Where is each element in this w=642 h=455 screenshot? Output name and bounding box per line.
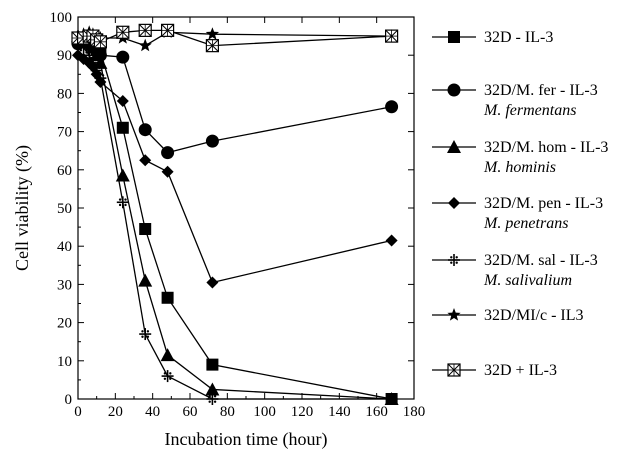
data-point [385, 393, 398, 405]
series-layer [71, 23, 399, 405]
legend-label: 32D/M. sal - IL-3 [484, 252, 598, 269]
data-point [205, 382, 220, 396]
legend-sublabel: M. hominis [483, 159, 556, 176]
data-point [138, 38, 152, 52]
x-tick-label: 0 [74, 404, 82, 420]
data-point [116, 50, 130, 64]
legend-item-7: 32D + IL-3 [432, 362, 557, 379]
x-tick-label: 120 [291, 404, 314, 420]
legend-marker [447, 363, 461, 377]
x-tick-label: 60 [183, 404, 198, 420]
legend-sublabel: M. fermentans [483, 102, 576, 119]
legend-item-3: 32D/M. hom - IL-3 M. hominis [432, 139, 608, 176]
data-point [90, 64, 103, 77]
legend-marker [447, 308, 461, 321]
legend-marker [448, 197, 460, 209]
data-point [161, 146, 175, 160]
legend-item-5: 32D/M. sal - IL-3 M. salivalium [432, 252, 598, 289]
data-point [93, 35, 108, 49]
data-point [115, 168, 130, 182]
data-point [116, 121, 129, 134]
y-tick-label: 40 [57, 239, 72, 255]
y-tick-label: 50 [57, 201, 72, 217]
legend-sublabel: M. penetrans [483, 215, 568, 232]
legend-item-6: 32D/MI/c - IL3 [432, 307, 584, 324]
data-point [116, 25, 130, 39]
data-point [83, 49, 96, 62]
y-axis-title: Cell viability (%) [12, 145, 33, 271]
y-tick-label: 60 [57, 163, 72, 179]
data-point [94, 72, 107, 85]
data-point [116, 196, 129, 209]
series-4 [72, 49, 398, 289]
y-tick-label: 80 [57, 86, 72, 102]
data-point [139, 328, 152, 341]
data-point [205, 27, 220, 40]
y-tick-label: 0 [65, 392, 73, 408]
series-3 [71, 29, 399, 405]
data-point [385, 234, 398, 247]
data-point [161, 165, 174, 178]
legend: 32D - IL-3 32D/M. fer - IL-3 M. fermentans… [432, 29, 608, 379]
data-point [205, 134, 219, 148]
data-point [161, 291, 174, 304]
x-axis-title: Incubation time (hour) [165, 429, 328, 450]
legend-item-2: 32D/M. fer - IL-3 M. fermentans [432, 82, 598, 119]
y-tick-label: 90 [57, 48, 72, 64]
series-line [77, 54, 392, 284]
data-point [116, 95, 129, 108]
series-7 [71, 23, 399, 53]
legend-item-1: 32D - IL-3 [432, 29, 553, 46]
x-tick-label: 100 [253, 404, 276, 420]
x-tick-label: 80 [220, 404, 235, 420]
x-tick-label: 20 [108, 404, 123, 420]
series-1 [72, 32, 398, 405]
data-point [160, 348, 175, 362]
data-point [206, 358, 219, 371]
data-point [205, 39, 219, 53]
data-point [161, 370, 174, 383]
series-2 [71, 35, 399, 160]
legend-label: 32D/M. fer - IL-3 [484, 82, 598, 99]
legend-label: 32D/M. pen - IL-3 [484, 195, 603, 212]
legend-marker [448, 254, 460, 266]
x-tick-label: 40 [145, 404, 160, 420]
data-point [385, 100, 399, 114]
data-point [138, 273, 153, 287]
data-point [139, 154, 152, 167]
y-tick-label: 70 [57, 125, 72, 141]
data-point [385, 29, 399, 43]
data-point [161, 23, 175, 37]
x-tick-label: 160 [365, 404, 388, 420]
data-point [206, 276, 219, 289]
x-tick-label: 180 [403, 404, 426, 420]
series-line [77, 43, 392, 400]
y-tick-label: 10 [57, 354, 72, 370]
plot-axes: 0 20 40 60 80 100 120 140 160 180 0 10 20 30 40 50 60 70 8… [50, 10, 426, 420]
legend-label: 32D/MI/c - IL3 [484, 307, 584, 324]
data-point [138, 123, 152, 137]
legend-marker [447, 83, 461, 97]
legend-marker [447, 140, 461, 153]
x-tick-label: 140 [328, 404, 351, 420]
series-5 [72, 37, 398, 405]
y-tick-label: 20 [57, 316, 72, 332]
y-tick-label: 30 [57, 277, 72, 293]
legend-marker [448, 31, 460, 43]
data-point [206, 393, 219, 405]
data-point [138, 23, 152, 37]
legend-sublabel: M. salivalium [483, 272, 572, 289]
data-point [86, 56, 99, 69]
legend-item-4: 32D/M. pen - IL-3 M. penetrans [432, 195, 603, 232]
legend-label: 32D/M. hom - IL-3 [484, 139, 608, 156]
y-tick-label: 100 [50, 10, 73, 26]
legend-label: 32D - IL-3 [484, 29, 553, 46]
data-point [139, 223, 152, 236]
legend-label: 32D + IL-3 [484, 362, 557, 379]
